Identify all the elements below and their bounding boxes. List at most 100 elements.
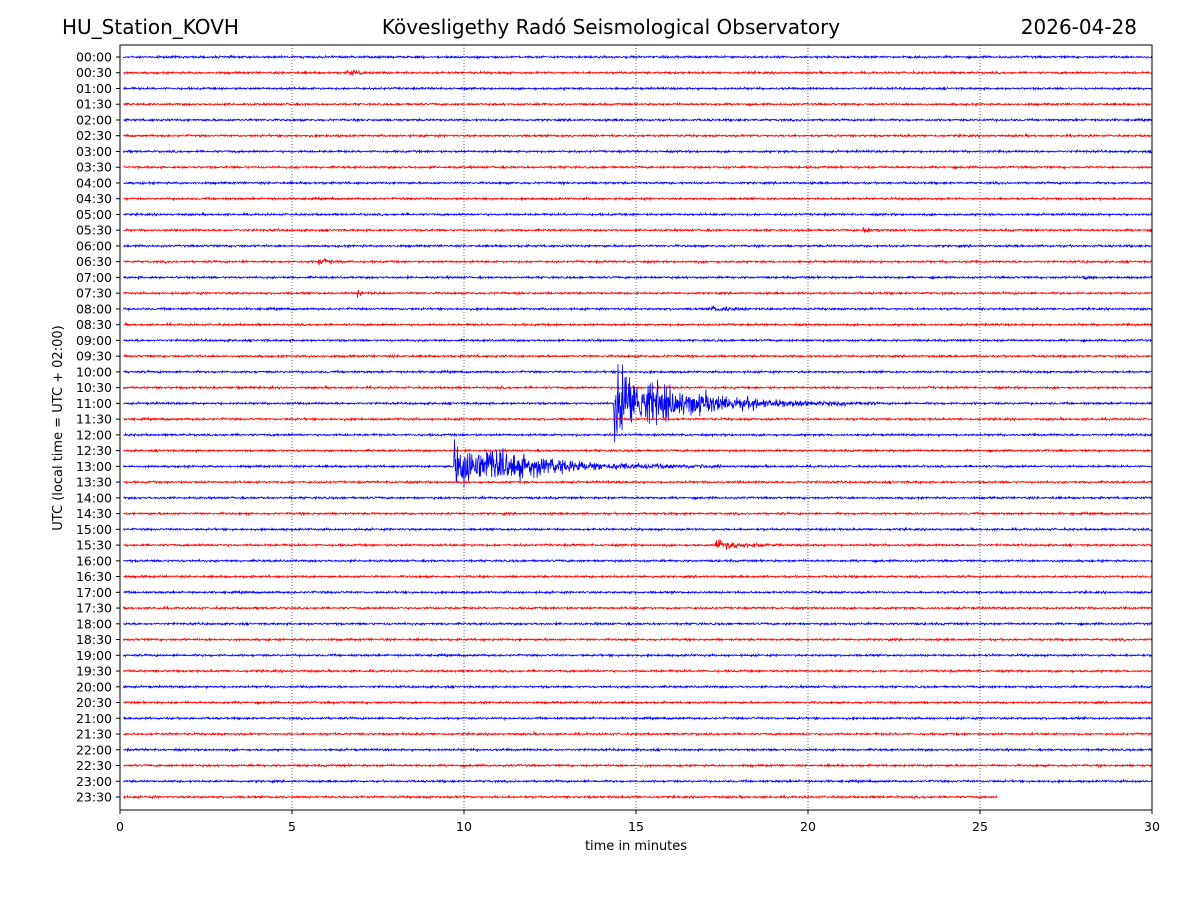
- y-tick-label: 11:00: [76, 396, 112, 411]
- trace-2000: [123, 684, 1153, 690]
- y-tick-label: 21:00: [76, 711, 112, 726]
- trace-1300: [123, 439, 1152, 488]
- trace-1530: [123, 539, 1152, 550]
- y-tick-label: 23:30: [76, 790, 112, 805]
- trace-2330: [123, 794, 998, 800]
- y-tick-label: 18:30: [76, 632, 112, 647]
- x-tick-label: 5: [288, 819, 296, 834]
- y-tick-label: 20:30: [76, 695, 112, 710]
- trace-1800: [123, 621, 1153, 627]
- y-tick-label: 19:30: [76, 664, 112, 679]
- y-tick-label: 22:00: [76, 742, 112, 757]
- trace-1100: [123, 364, 1152, 443]
- y-axis-label: UTC (local time = UTC + 02:00): [51, 325, 66, 530]
- y-tick-label: 23:00: [76, 774, 112, 789]
- y-tick-label: 03:30: [76, 160, 112, 175]
- y-tick-label: 05:00: [76, 207, 112, 222]
- trace-1700: [123, 589, 1153, 596]
- x-tick-label: 15: [628, 819, 644, 834]
- y-tick-label: 13:30: [76, 475, 112, 490]
- y-tick-label: 12:00: [76, 427, 112, 442]
- y-tick-label: 07:00: [76, 270, 112, 285]
- y-tick-label: 19:00: [76, 648, 112, 663]
- y-tick-label: 00:00: [76, 50, 112, 65]
- trace-2030: [123, 699, 1153, 706]
- station-name: HU_Station_KOVH: [62, 15, 239, 39]
- y-tick-label: 03:00: [76, 144, 112, 159]
- x-tick-label: 0: [116, 819, 124, 834]
- y-tick-label: 10:00: [76, 364, 112, 379]
- trace-0900: [123, 337, 1153, 344]
- x-axis-label: time in minutes: [585, 839, 687, 854]
- trace-0000: [123, 54, 1153, 60]
- x-tick-label: 25: [972, 819, 988, 834]
- y-tick-label: 05:30: [76, 223, 112, 238]
- y-tick-label: 00:30: [76, 65, 112, 80]
- trace-2300: [123, 778, 1152, 785]
- y-tick-label: 06:00: [76, 238, 112, 253]
- trace-1600: [123, 558, 1153, 564]
- x-tick-label: 20: [800, 819, 816, 834]
- trace-1230: [123, 447, 1152, 454]
- trace-1200: [123, 432, 1153, 438]
- y-tick-label: 08:30: [76, 317, 112, 332]
- x-tick-label: 10: [456, 819, 472, 834]
- y-tick-label: 02:30: [76, 128, 112, 143]
- y-tick-label: 04:30: [76, 191, 112, 206]
- trace-0830: [123, 321, 1152, 328]
- y-tick-label: 01:00: [76, 81, 112, 96]
- trace-1830: [123, 637, 1153, 643]
- y-tick-label: 20:00: [76, 679, 112, 694]
- trace-0030: [123, 69, 1153, 76]
- trace-1330: [123, 479, 1153, 485]
- plot-frame: [119, 44, 1153, 811]
- y-tick-label: 10:30: [76, 380, 112, 395]
- trace-0700: [123, 274, 1152, 281]
- y-tick-label: 02:00: [76, 112, 112, 127]
- y-tick-label: 18:00: [76, 616, 112, 631]
- y-tick-label: 14:30: [76, 506, 112, 521]
- y-tick-label: 15:00: [76, 522, 112, 537]
- trace-0230: [123, 132, 1152, 139]
- trace-1900: [123, 652, 1152, 659]
- trace-1730: [123, 605, 1152, 611]
- y-tick-label: 14:00: [76, 490, 112, 505]
- trace-1500: [123, 526, 1153, 533]
- trace-0530: [123, 226, 1153, 234]
- trace-1130: [123, 416, 1152, 422]
- y-tick-label: 16:00: [76, 553, 112, 568]
- trace-0800: [123, 305, 1153, 312]
- trace-0400: [123, 180, 1153, 186]
- trace-0630: [123, 258, 1153, 266]
- trace-1930: [123, 668, 1152, 674]
- chart-date: 2026-04-28: [1020, 15, 1137, 39]
- y-tick-label: 08:00: [76, 301, 112, 316]
- y-tick-label: 15:30: [76, 538, 112, 553]
- y-tick-label: 04:00: [76, 175, 112, 190]
- y-tick-label: 12:30: [76, 443, 112, 458]
- y-tick-label: 11:30: [76, 412, 112, 427]
- trace-0300: [123, 148, 1152, 155]
- trace-0130: [123, 101, 1152, 108]
- trace-1430: [123, 510, 1152, 517]
- trace-1630: [123, 574, 1153, 580]
- y-tick-label: 16:30: [76, 569, 112, 584]
- x-tick-label: 30: [1144, 819, 1160, 834]
- trace-0600: [123, 243, 1152, 249]
- y-tick-label: 01:30: [76, 97, 112, 112]
- y-tick-label: 09:00: [76, 333, 112, 348]
- y-tick-label: 09:30: [76, 349, 112, 364]
- trace-2200: [123, 746, 1152, 753]
- trace-0100: [123, 85, 1153, 92]
- trace-0430: [123, 195, 1152, 202]
- y-tick-label: 21:30: [76, 727, 112, 742]
- y-tick-label: 17:30: [76, 601, 112, 616]
- trace-1030: [123, 384, 1153, 391]
- trace-1000: [123, 369, 1153, 375]
- trace-2100: [123, 715, 1153, 722]
- trace-0330: [123, 164, 1152, 171]
- chart-title: Kövesligethy Radó Seismological Observat…: [381, 15, 841, 39]
- y-tick-label: 07:30: [76, 286, 112, 301]
